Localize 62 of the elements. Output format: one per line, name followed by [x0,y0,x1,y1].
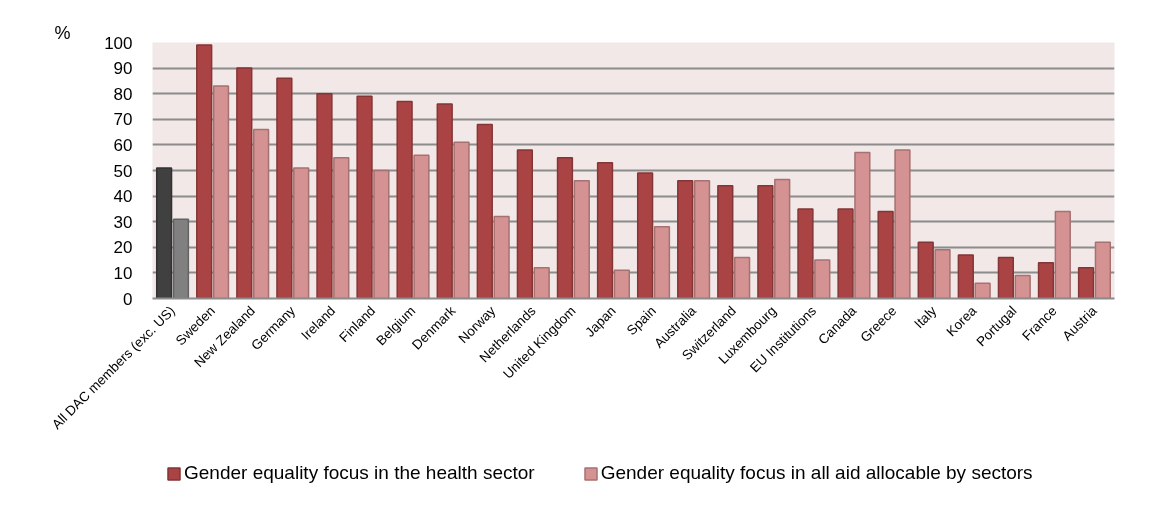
bar [316,92,333,299]
bar [252,128,270,299]
bar [774,178,791,299]
bar [854,151,871,299]
bar [837,208,854,299]
bar [373,169,390,299]
bar [974,282,991,299]
bar [533,267,550,299]
y-tick-label: 40 [113,187,133,207]
bar [636,172,654,299]
y-tick-label: 30 [113,212,133,232]
bar [814,259,831,299]
bar [957,254,974,299]
y-tick-label: 100 [104,33,133,53]
bar [276,77,293,299]
bar [1014,274,1031,299]
bar [1077,267,1095,299]
bar [155,167,173,299]
bar [356,95,373,299]
bar [997,256,1015,299]
bar [613,269,631,299]
legend-label: Gender equality focus in all aid allocable by sectors [600,462,1033,484]
bar [757,185,774,299]
x-tick-label: Italy [911,303,940,332]
bar [677,179,694,299]
bar [733,256,751,299]
bar [1094,241,1112,299]
bar [797,208,814,299]
y-tick-label: 20 [113,238,133,258]
bar [653,226,671,299]
bar [413,154,430,299]
y-tick-label: 10 [113,263,133,283]
bar [596,162,614,299]
bar [516,149,534,299]
y-tick-label: 90 [113,59,133,79]
y-tick-label: 80 [113,84,133,104]
bar [556,156,574,299]
bar [877,210,894,299]
bar [396,100,413,299]
bar [1037,261,1055,299]
bar [693,179,711,299]
y-tick-label: 70 [113,110,133,130]
bar [453,141,470,299]
bar [894,149,911,299]
bar [436,103,453,299]
bar [293,167,310,299]
bar [934,249,951,299]
legend-label: Gender equality focus in the health sector [184,462,535,484]
bar [196,44,213,299]
y-tick-label: 0 [123,289,133,309]
bar [236,67,253,299]
bar [476,123,493,299]
bar [212,85,230,299]
bar [493,215,510,299]
y-axis-title: % [54,22,71,43]
bar [573,179,590,299]
y-tick-label: 60 [113,135,133,155]
bar [333,156,350,299]
y-tick-label: 50 [113,161,133,181]
bar [1054,210,1071,299]
bar [717,185,734,299]
bar [917,241,934,299]
